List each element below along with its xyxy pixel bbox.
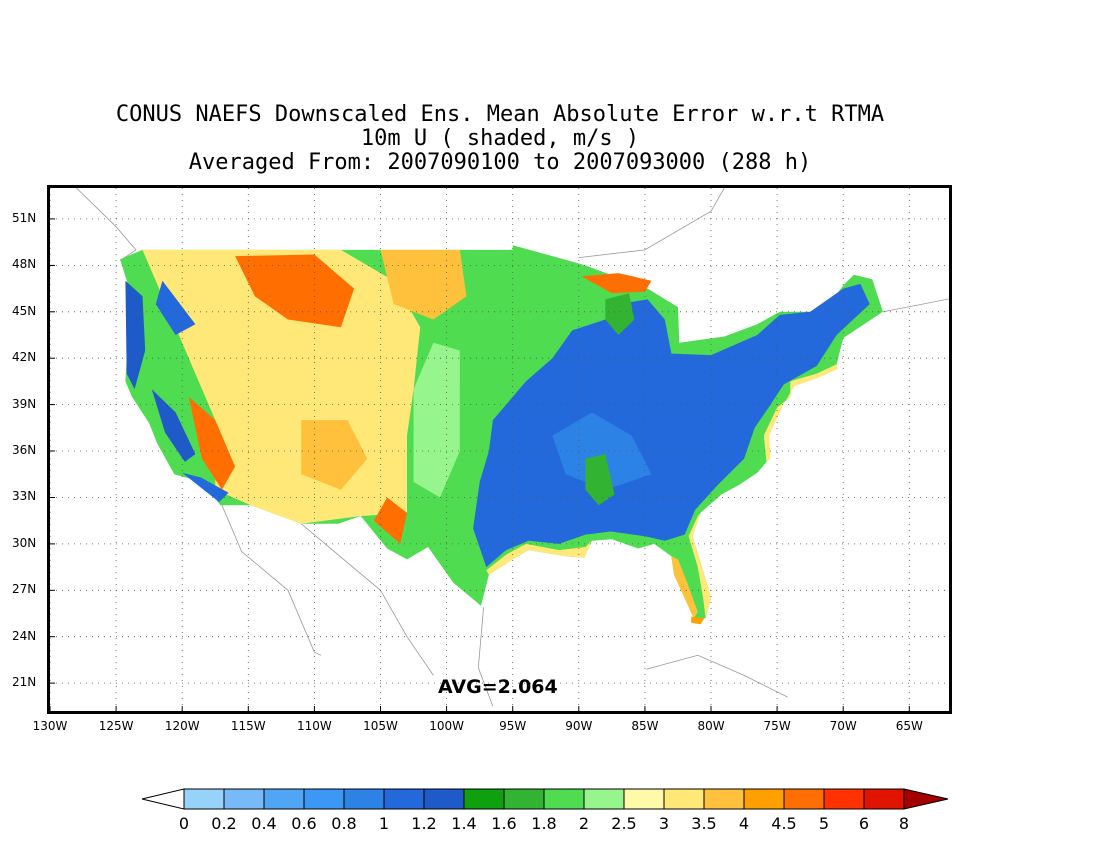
colorbar-label: 5 [818, 814, 830, 833]
map-panel [47, 185, 952, 714]
conus-error-map [50, 188, 949, 711]
longitude-tick-label: 105W [363, 719, 398, 733]
maritimes-outline [882, 280, 949, 313]
latitude-tick-label: 45N [12, 303, 37, 318]
colorbar-swatch [183, 788, 225, 810]
colorbar-label: 0.8 [331, 814, 357, 833]
pacific-nw-low-error [125, 280, 146, 390]
sierra-high-error [188, 396, 236, 490]
colorbar-swatch [223, 788, 265, 810]
colorbar-label: 6 [858, 814, 870, 833]
colorbar-label: 1.4 [451, 814, 477, 833]
gulf-coast-fringe [486, 540, 592, 575]
mexico-gulf-outline [477, 607, 494, 707]
colorbar-label: 2 [578, 814, 590, 833]
canada-coast-outline [76, 188, 137, 262]
florida-keys-fringe [691, 616, 705, 625]
atlantic-coast-fringe [763, 364, 838, 462]
colorbar-swatch [383, 788, 425, 810]
latitude-tick-label: 36N [12, 443, 37, 458]
colorbar-label: 0 [178, 814, 190, 833]
high-plains-transition [413, 342, 460, 498]
lake-michigan-shore [605, 293, 635, 335]
longitude-tick-label: 100W [429, 719, 464, 733]
colorbar-label: 8 [898, 814, 910, 833]
east-low-error [473, 283, 870, 568]
latitude-tick-label: 39N [12, 396, 37, 411]
colorbar-under-triangle [141, 788, 185, 810]
colorbar-swatch [783, 788, 825, 810]
colorbar-swatch [543, 788, 585, 810]
longitude-tick-label: 80W [697, 719, 725, 733]
colorbar [141, 788, 949, 810]
colorbar-label: 1 [378, 814, 390, 833]
colorbar-label: 1.2 [411, 814, 437, 833]
colorbar-label: 0.4 [251, 814, 277, 833]
colorbar-swatch [263, 788, 305, 810]
latitude-tick-label: 27N [12, 582, 37, 597]
colorbar-over-triangle [903, 788, 949, 810]
map-title-line-3: Averaged From: 2007090100 to 2007093000 … [188, 150, 812, 175]
average-label: AVG=2.064 [438, 676, 558, 698]
colorbar-label: 1.6 [491, 814, 517, 833]
colorbar-swatch [743, 788, 785, 810]
latitude-tick-label: 30N [12, 535, 37, 550]
colorbar-swatch [623, 788, 665, 810]
colorbar-swatch [583, 788, 625, 810]
longitude-tick-label: 130W [32, 719, 68, 733]
longitude-tick-label: 125W [98, 719, 134, 733]
canada-shield-outline [578, 188, 725, 258]
central-valley-low-error [151, 389, 196, 462]
florida-gulf-fringe [671, 556, 698, 619]
mid-south-lowest-error [552, 412, 652, 490]
colorbar-swatch [423, 788, 465, 810]
longitude-tick-label: 75W [763, 719, 791, 733]
socal-low-error [182, 472, 229, 503]
alabama-green-patch [585, 454, 615, 506]
colorbar-label: 3 [658, 814, 670, 833]
map-title-line-1: CONUS NAEFS Downscaled Ens. Mean Absolut… [115, 102, 885, 127]
west-texas-high-error [373, 497, 407, 544]
colorbar-label: 3.5 [691, 814, 717, 833]
longitude-tick-label: 65W [895, 719, 923, 733]
colorbar-label: 4 [738, 814, 750, 833]
colorbar-swatch [703, 788, 745, 810]
longitude-tick-label: 90W [565, 719, 593, 733]
florida-atlantic-fringe [688, 512, 711, 619]
latitude-tick-label: 24N [12, 628, 37, 643]
colorbar-swatch [343, 788, 385, 810]
latitude-tick-label: 51N [12, 210, 37, 225]
latitude-tick-label: 48N [12, 257, 37, 272]
colorbar-swatch [503, 788, 545, 810]
colorbar-label: 0.6 [291, 814, 317, 833]
colorbar-swatch [823, 788, 865, 810]
colorbar-label: 0.2 [211, 814, 237, 833]
longitude-tick-label: 70W [829, 719, 857, 733]
plains-high-error [380, 249, 467, 320]
colorbar-swatch [303, 788, 345, 810]
mexico-interior-outline [300, 523, 434, 676]
baja-outline [221, 505, 322, 656]
longitude-tick-label: 120W [164, 719, 200, 733]
rockies-high-error [235, 254, 355, 328]
colorbar-swatch [663, 788, 705, 810]
map-title-line-2: 10m U ( shaded, m/s ) [360, 126, 640, 151]
longitude-tick-label: 85W [631, 719, 659, 733]
latitude-tick-label: 42N [12, 350, 37, 365]
colorbar-label: 1.8 [531, 814, 557, 833]
longitude-tick-label: 95W [499, 719, 527, 733]
superior-high-error [581, 273, 652, 294]
cuba-outline [646, 654, 788, 698]
colorbar-label: 2.5 [611, 814, 637, 833]
four-corners-high-error [301, 420, 368, 490]
longitude-tick-label: 115W [230, 719, 266, 733]
colorbar-swatch [863, 788, 905, 810]
columbia-low-error [155, 280, 196, 335]
colorbar-swatch [463, 788, 505, 810]
colorbar-label: 4.5 [771, 814, 797, 833]
latitude-tick-label: 21N [12, 675, 37, 690]
latitude-tick-label: 33N [12, 489, 37, 504]
longitude-tick-label: 110W [297, 719, 332, 733]
